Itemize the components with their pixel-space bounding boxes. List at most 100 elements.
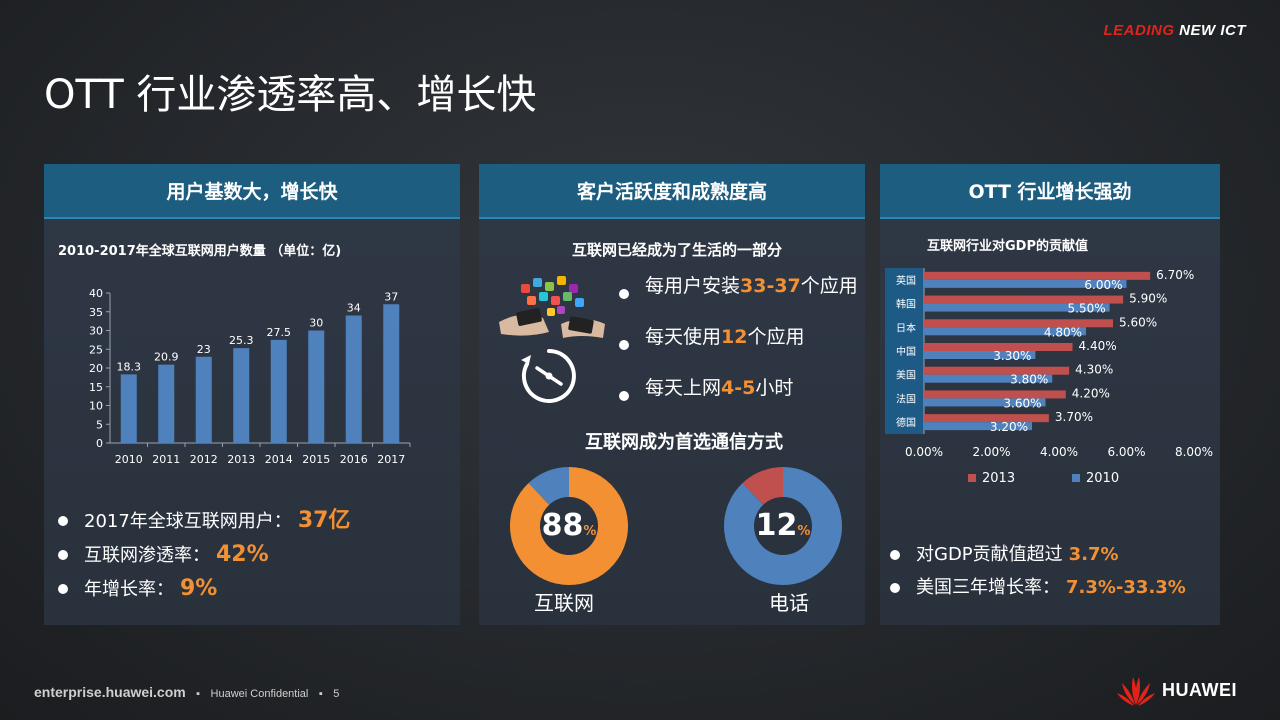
bar-2010 bbox=[924, 351, 1036, 359]
bar-2013 bbox=[924, 295, 1124, 304]
data-label: 3.60% bbox=[1003, 396, 1041, 410]
list-item: 每用户安装33-37个应用 bbox=[619, 268, 858, 319]
list-item: 每天上网4-5小时 bbox=[619, 370, 858, 421]
users-panel: 用户基数大，增长快 2010-2017年全球互联网用户数量 （单位：亿) 0 5 1… bbox=[44, 164, 460, 625]
bar bbox=[308, 330, 325, 443]
bar bbox=[233, 348, 250, 443]
footer-site: enterprise.huawei.com bbox=[34, 684, 186, 700]
footer-separator: ▪ bbox=[318, 688, 323, 700]
bar-2013 bbox=[924, 319, 1113, 328]
internet-label: 互联网 bbox=[534, 591, 594, 615]
x-tick-label: 8.00% bbox=[1175, 445, 1213, 459]
y-tick-label: 25 bbox=[89, 343, 103, 356]
data-label: 3.70% bbox=[1055, 410, 1093, 424]
data-label: 5.60% bbox=[1119, 315, 1157, 329]
category-label: 德国 bbox=[896, 416, 916, 429]
category-label: 美国 bbox=[896, 369, 916, 382]
data-label: 5.90% bbox=[1129, 292, 1167, 306]
huawei-logo: HUAWEI bbox=[1116, 673, 1237, 707]
bullet-text: 个应用 bbox=[747, 326, 805, 348]
data-label: 6.70% bbox=[1156, 268, 1194, 282]
list-item: 美国三年增长率： 7.3%-33.3% bbox=[890, 571, 1186, 604]
internet-donut bbox=[510, 467, 628, 585]
bar-2013 bbox=[924, 343, 1073, 351]
bar-2010 bbox=[924, 398, 1046, 407]
data-label: 3.30% bbox=[993, 349, 1031, 363]
data-label: 3.20% bbox=[990, 420, 1028, 434]
data-label: 27.5 bbox=[267, 326, 292, 339]
x-tick-label: 2013 bbox=[227, 453, 255, 466]
y-tick-label: 0 bbox=[96, 437, 103, 450]
gdp-chart-title: 互联网行业对GDP的贡献值 bbox=[927, 239, 1088, 254]
other-slice bbox=[724, 467, 842, 585]
bullet-value: 33-37 bbox=[740, 275, 801, 297]
x-tick-label: 4.00% bbox=[1040, 445, 1078, 459]
footer: enterprise.huawei.com ▪ Huawei Confident… bbox=[34, 684, 339, 702]
y-tick-label: 10 bbox=[89, 400, 103, 413]
bar bbox=[345, 315, 362, 443]
footer-page: 5 bbox=[333, 688, 340, 700]
clock-timer-icon bbox=[521, 349, 576, 403]
phone-slice bbox=[742, 467, 784, 506]
tagline-logo: LEADING NEW ICT bbox=[1104, 22, 1247, 39]
bar-2010 bbox=[924, 279, 1127, 288]
footer-confidential: Huawei Confidential bbox=[210, 688, 309, 700]
x-tick-label: 2017 bbox=[377, 453, 405, 466]
bullet-value: 37亿 bbox=[297, 508, 351, 533]
bullet-text: 每用户安装 bbox=[645, 275, 741, 297]
bar-2013 bbox=[924, 366, 1070, 375]
legend-swatch bbox=[968, 474, 976, 482]
category-label: 法国 bbox=[896, 392, 916, 405]
page-title: OTT 行业渗透率高、增长快 bbox=[44, 72, 537, 118]
legend-label: 2010 bbox=[1086, 471, 1119, 486]
y-tick-label: 40 bbox=[89, 287, 103, 300]
y-tick-label: 5 bbox=[96, 418, 103, 431]
category-label: 中国 bbox=[896, 345, 916, 358]
bullet-value: 7.3%-33.3% bbox=[1066, 577, 1186, 598]
data-label: 3.80% bbox=[1010, 373, 1048, 387]
bar bbox=[158, 364, 175, 443]
bullet-text: 小时 bbox=[755, 377, 794, 399]
y-tick-label: 30 bbox=[89, 325, 103, 338]
bullet-text: 美国三年增长率： bbox=[916, 577, 1060, 598]
bullet-text: 每天上网 bbox=[645, 377, 722, 399]
data-label: 20.9 bbox=[154, 351, 179, 364]
list-item: 每天使用12个应用 bbox=[619, 319, 858, 370]
data-label: 4.30% bbox=[1075, 363, 1113, 377]
communication-subtitle: 互联网成为首选通信方式 bbox=[585, 432, 783, 453]
phone-donut bbox=[724, 467, 842, 585]
category-band bbox=[885, 268, 924, 434]
bar-2010 bbox=[924, 303, 1110, 312]
category-label: 英国 bbox=[896, 274, 916, 287]
phone-label: 电话 bbox=[769, 591, 809, 615]
legend-swatch bbox=[1072, 474, 1080, 482]
bar bbox=[270, 339, 287, 443]
bullet-value: 42% bbox=[216, 542, 269, 567]
bullet-value: 12 bbox=[721, 326, 748, 348]
x-tick-label: 6.00% bbox=[1107, 445, 1145, 459]
list-item: 互联网渗透率： 42% bbox=[58, 538, 350, 572]
users-panel-header: 用户基数大，增长快 bbox=[44, 164, 460, 219]
y-tick-label: 15 bbox=[89, 381, 103, 394]
bar-2010 bbox=[924, 374, 1053, 383]
x-tick-label: 2.00% bbox=[972, 445, 1010, 459]
list-item: 年增长率： 9% bbox=[58, 572, 350, 606]
bar bbox=[383, 304, 400, 443]
bar bbox=[195, 356, 212, 443]
donut-charts bbox=[510, 467, 842, 585]
bullet-text: 2017年全球互联网用户： bbox=[84, 511, 292, 532]
huawei-wordmark: HUAWEI bbox=[1162, 679, 1237, 700]
list-item: 对GDP贡献值超过 3.7% bbox=[890, 538, 1186, 571]
data-label: 25.3 bbox=[229, 334, 254, 347]
bullet-value: 9% bbox=[180, 576, 218, 601]
gdp-panel-header: OTT 行业增长强劲 bbox=[880, 164, 1220, 219]
category-label: 韩国 bbox=[896, 298, 916, 311]
bullet-value: 4-5 bbox=[721, 377, 756, 399]
data-label: 4.20% bbox=[1072, 386, 1110, 400]
data-label: 5.50% bbox=[1068, 302, 1106, 316]
huawei-flower-icon bbox=[1117, 677, 1155, 706]
activity-panel: 客户活跃度和成熟度高 互联网已经成为了生活的一部分 每用户安装33-37个应用 … bbox=[479, 164, 865, 625]
x-tick-label: 2015 bbox=[302, 453, 330, 466]
bar-2013 bbox=[924, 414, 1049, 423]
y-tick-label: 35 bbox=[89, 306, 103, 319]
